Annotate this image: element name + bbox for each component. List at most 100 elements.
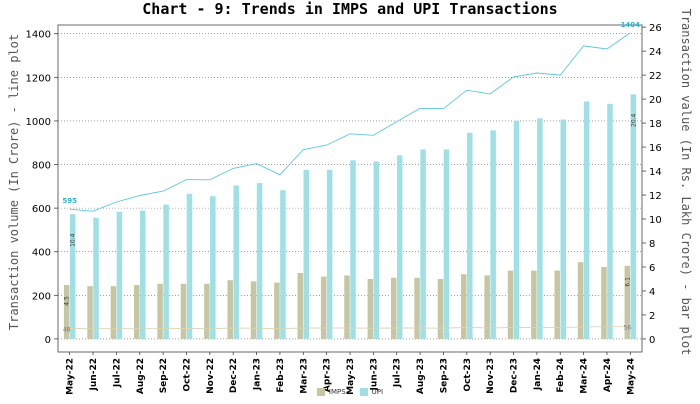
legend-entry-upi: UPI xyxy=(359,388,384,396)
bar-imps xyxy=(437,278,444,339)
bar-imps xyxy=(227,280,233,339)
x-tick-label: Jul-22 xyxy=(112,358,122,388)
bar-imps xyxy=(367,278,374,339)
bar-imps xyxy=(484,275,490,339)
bar-imps xyxy=(414,277,420,339)
bar-upi xyxy=(537,118,543,339)
bar-imps xyxy=(297,272,304,339)
line-data-label-imps: 48 xyxy=(63,326,71,333)
bar-upi xyxy=(420,149,426,339)
x-tick-label: Aug-23 xyxy=(416,358,426,394)
bar-imps xyxy=(204,283,210,339)
line-upi-volume xyxy=(69,32,631,212)
bar-upi xyxy=(140,210,146,339)
y-left-tick-label: 200 xyxy=(32,291,51,302)
y-right-tick-label: 10 xyxy=(649,215,662,226)
y-right-tick-label: 24 xyxy=(649,47,662,58)
y-right-tick-label: 12 xyxy=(649,191,662,202)
y-right-tick-label: 18 xyxy=(649,119,662,130)
bar-data-label-imps: 4.5 xyxy=(64,296,71,306)
legend-swatch-imps xyxy=(316,388,325,396)
legend-label-upi: UPI xyxy=(371,388,384,396)
x-tick-label: Sep-23 xyxy=(439,358,449,393)
bar-upi xyxy=(490,130,496,339)
bar-upi xyxy=(116,211,123,339)
bar-data-label-upi: 20.4 xyxy=(630,113,637,127)
x-tick-label: Jul-23 xyxy=(393,358,403,388)
x-tick-label: Feb-23 xyxy=(276,358,286,393)
bar-upi xyxy=(560,119,566,339)
bar-imps xyxy=(157,283,163,339)
x-tick-label: Sep-22 xyxy=(159,358,169,393)
line-data-label-imps: 56 xyxy=(623,325,631,332)
bar-imps xyxy=(601,266,607,339)
x-tick-label: May-24 xyxy=(626,358,636,395)
bar-upi xyxy=(373,161,380,339)
bar-imps xyxy=(344,275,350,339)
legend-entry-imps: IMPS xyxy=(316,388,346,396)
bar-upi xyxy=(513,120,520,339)
y-right-tick-label: 16 xyxy=(649,143,662,154)
line-imps-volume xyxy=(69,326,631,330)
y-left-tick-label: 400 xyxy=(32,248,51,259)
y-left-tick-label: 800 xyxy=(32,161,51,172)
bar-upi xyxy=(186,193,193,339)
bar-imps xyxy=(110,286,117,339)
bar-imps xyxy=(554,270,560,339)
x-tick-label: Oct-23 xyxy=(463,358,473,392)
bar-imps xyxy=(461,274,467,339)
y-right-tick-label: 0 xyxy=(649,335,655,346)
x-tick-label: Oct-22 xyxy=(182,358,192,392)
bar-imps xyxy=(390,277,397,339)
bar-imps xyxy=(63,284,70,339)
y-right-tick-label: 8 xyxy=(649,239,655,250)
x-tick-label: Feb-24 xyxy=(556,358,566,393)
x-tick-label: May-22 xyxy=(66,358,76,395)
legend: IMPS UPI xyxy=(0,388,700,396)
x-tick-label: Apr-24 xyxy=(603,358,613,392)
bar-imps xyxy=(250,281,257,339)
x-tick-label: Nov-22 xyxy=(206,358,216,394)
bar-data-label-upi: 10.4 xyxy=(70,233,77,247)
bar-upi xyxy=(69,214,76,339)
bar-upi xyxy=(233,185,239,339)
plot-frame xyxy=(57,24,643,353)
bar-imps xyxy=(624,265,631,339)
bar-upi xyxy=(280,190,286,339)
bar-upi xyxy=(303,169,310,339)
y-right-tick-label: 2 xyxy=(649,311,655,322)
bar-imps xyxy=(507,270,514,339)
x-tick-label: Jan-23 xyxy=(253,358,263,391)
bar-upi xyxy=(256,183,263,339)
x-tick-label: Mar-24 xyxy=(580,358,590,394)
bar-upi xyxy=(630,94,637,339)
bar-imps xyxy=(180,283,187,339)
x-tick-label: Dec-22 xyxy=(229,358,239,393)
x-tick-label: Nov-23 xyxy=(486,358,496,394)
bar-data-label-imps: 6.1 xyxy=(624,277,631,287)
y-left-tick-label: 600 xyxy=(32,204,51,215)
legend-label-imps: IMPS xyxy=(328,388,346,396)
bar-imps xyxy=(274,282,280,339)
bar-upi xyxy=(443,149,450,339)
y-right-tick-label: 20 xyxy=(649,95,662,106)
bar-upi xyxy=(210,196,216,339)
x-tick-label: Dec-23 xyxy=(510,358,520,393)
y-left-tick-label: 1000 xyxy=(26,117,51,128)
y-right-tick-label: 22 xyxy=(649,71,662,82)
y-right-tick-label: 26 xyxy=(649,23,662,34)
line-data-label-upi: 1404 xyxy=(621,21,641,29)
bar-imps xyxy=(134,284,140,339)
y-right-tick-label: 14 xyxy=(649,167,662,178)
chart-title: Chart - 9: Trends in IMPS and UPI Transa… xyxy=(142,0,558,18)
bar-upi xyxy=(350,160,356,339)
x-tick-label: May-23 xyxy=(346,358,356,395)
legend-swatch-upi xyxy=(359,388,368,396)
bar-upi xyxy=(607,103,613,339)
bar-imps xyxy=(531,270,537,339)
bar-upi xyxy=(93,217,99,339)
y-left-tick-label: 1200 xyxy=(26,73,51,84)
y-left-tick-label: 0 xyxy=(45,335,51,346)
x-tick-label: Jan-24 xyxy=(533,358,543,391)
